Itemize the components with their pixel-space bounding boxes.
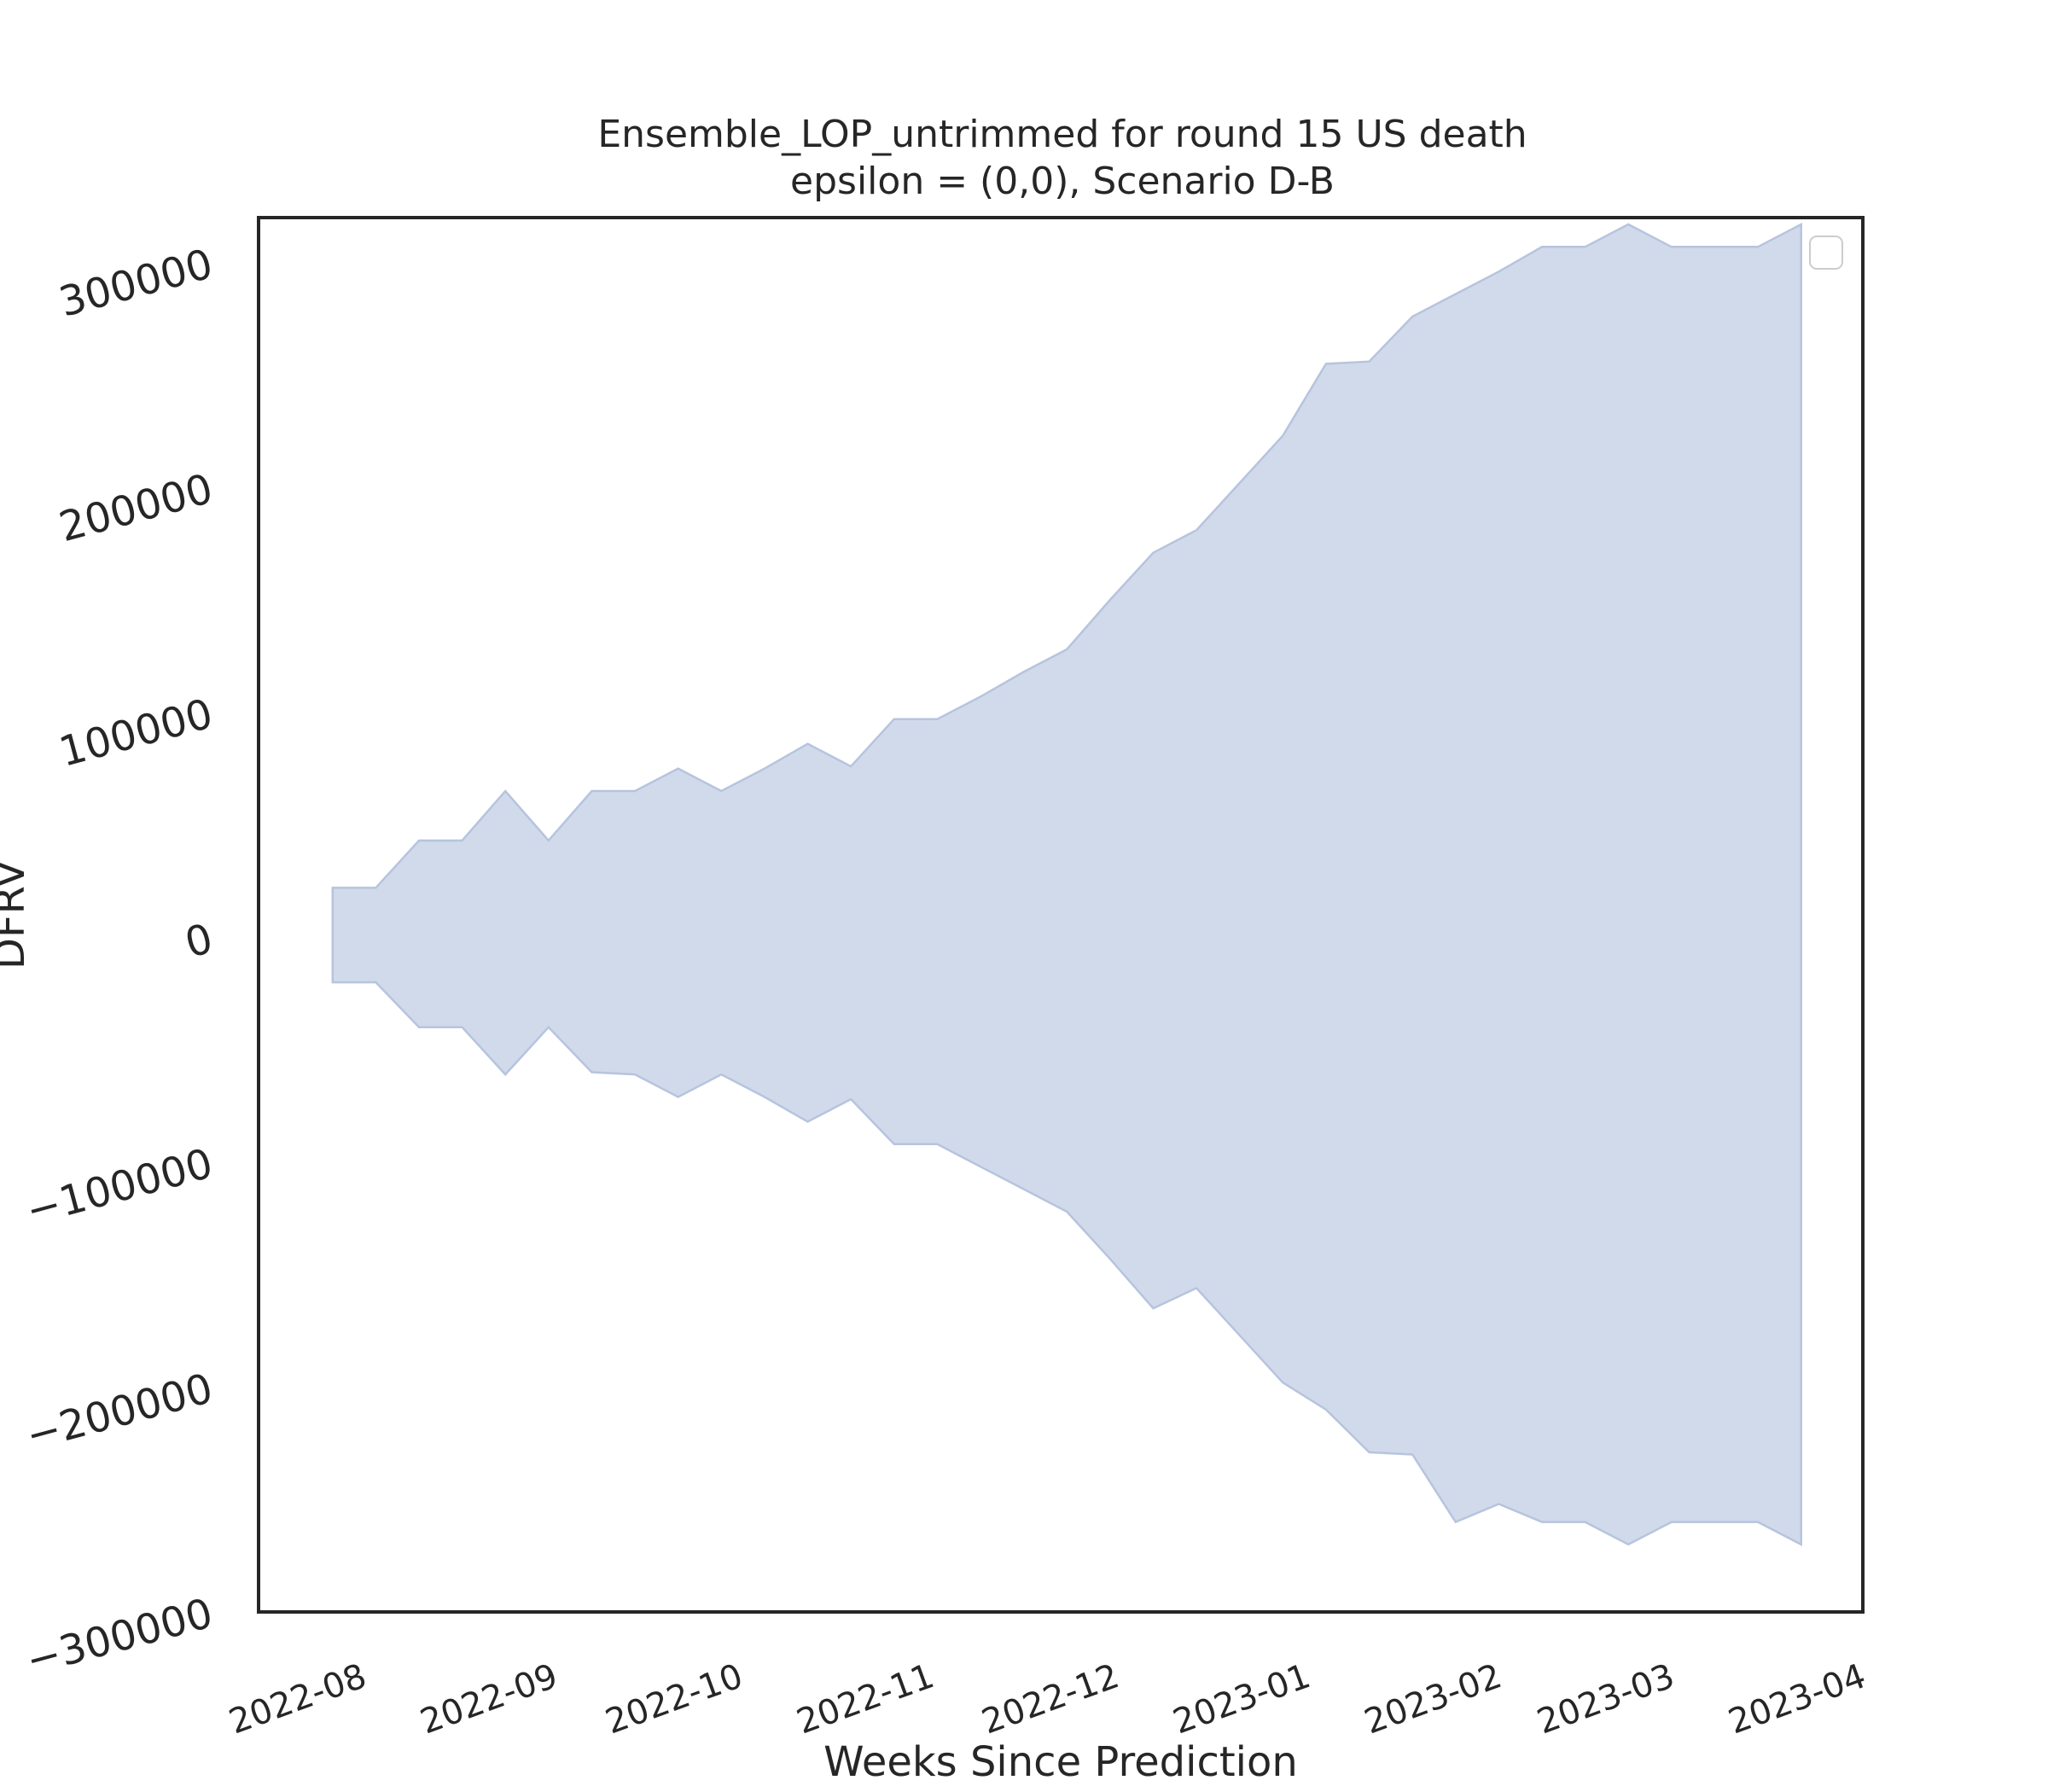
y-tick-label: −200000	[21, 1364, 218, 1460]
y-axis-label: DFRV	[0, 860, 34, 969]
x-tick-label: 2022-12	[977, 1656, 1125, 1742]
chart-subtitle: epsilon = (0,0), Scenario D-B	[790, 160, 1335, 203]
plot-area	[331, 222, 1802, 1546]
x-tick-label: 2023-03	[1532, 1656, 1679, 1742]
x-tick-label: 2023-04	[1724, 1656, 1871, 1742]
x-axis-label: Weeks Since Prediction	[823, 1738, 1298, 1786]
axes-frame	[257, 216, 1865, 1614]
x-tick-label: 2023-02	[1359, 1656, 1507, 1742]
legend-box	[1809, 236, 1843, 270]
y-tick-label: 0	[180, 915, 218, 968]
y-tick-label: −100000	[21, 1139, 218, 1235]
x-axis: 2022-08 2022-09 2022-10 2022-11 2022-12 2023-…	[224, 1656, 1871, 1742]
y-tick-label: 100000	[55, 689, 218, 777]
x-tick-label: 2022-11	[792, 1656, 940, 1742]
y-axis: −300000 −200000 −100000 0 100000 200000 300000	[21, 240, 218, 1684]
x-tick-label: 2023-01	[1168, 1656, 1316, 1742]
x-tick-label: 2022-08	[224, 1656, 372, 1742]
uncertainty-band	[331, 222, 1802, 1546]
chart-title: Ensemble_LOP_untrimmed for round 15 US d…	[597, 113, 1527, 156]
y-tick-label: 200000	[55, 465, 218, 552]
x-tick-label: 2022-09	[416, 1656, 563, 1742]
x-tick-label: 2022-10	[601, 1656, 748, 1742]
y-tick-label: −300000	[21, 1589, 218, 1684]
y-tick-label: 300000	[55, 240, 218, 327]
